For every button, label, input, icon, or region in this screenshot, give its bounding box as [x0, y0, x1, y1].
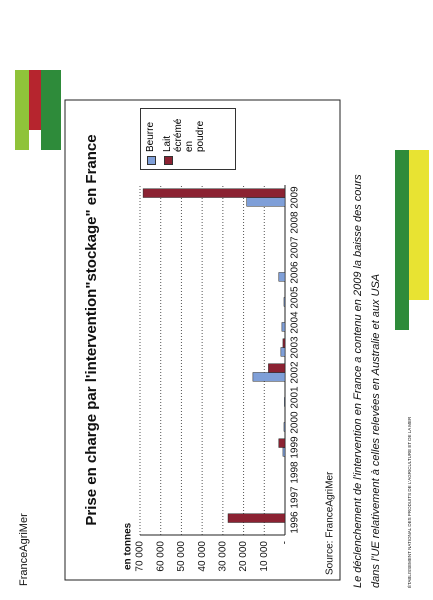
org-text: ÉTABLISSEMENT NATIONAL DES PRODUITS DE L… — [406, 416, 412, 588]
y-tick-label: 40 000 — [197, 541, 208, 572]
x-tick-label: 2003 — [290, 336, 301, 359]
stripe — [29, 70, 41, 130]
x-tick-label: 1997 — [290, 486, 301, 509]
legend-label: Beurre — [145, 121, 156, 152]
bar — [284, 397, 286, 407]
footer-line: Le déclenchement de l'intervention en Fr… — [352, 174, 364, 588]
logo: FranceAgriMer — [18, 513, 30, 586]
x-tick-label: 2009 — [290, 186, 301, 209]
bar — [280, 347, 286, 357]
bar — [252, 372, 286, 382]
legend-label: Lait écrémé en poudre — [162, 118, 206, 152]
legend-swatch — [147, 156, 156, 165]
x-tick-label: 2006 — [290, 261, 301, 284]
x-tick-label: 1996 — [290, 511, 301, 534]
legend: Beurre Lait écrémé en poudre — [140, 108, 236, 170]
bar — [246, 197, 286, 207]
bar — [268, 363, 286, 373]
y-axis-label: en tonnes — [123, 522, 134, 570]
x-tick-label: 1998 — [290, 461, 301, 484]
x-tick-label: 2000 — [290, 411, 301, 434]
legend-swatch — [164, 156, 173, 165]
source: Source: FranceAgriMer — [325, 471, 336, 575]
chart-title: Prise en charge par l'intervention"stock… — [83, 134, 100, 525]
stripe — [15, 70, 29, 150]
y-tick-label: 10 000 — [259, 541, 270, 572]
bar — [282, 447, 286, 457]
y-tick-label: 30 000 — [217, 541, 228, 572]
stripe — [41, 70, 61, 150]
y-tick-label: 60 000 — [155, 541, 166, 572]
legend-item: Lait écrémé en poudre — [162, 113, 206, 165]
stripe — [409, 150, 429, 300]
bar — [283, 297, 286, 307]
stripe — [395, 150, 409, 330]
x-tick-label: 2002 — [290, 361, 301, 384]
bar — [281, 322, 286, 332]
x-tick-label: 2005 — [290, 286, 301, 309]
y-tick-label: 70 000 — [135, 541, 146, 572]
y-tick-label: - — [280, 541, 291, 544]
bar — [278, 438, 286, 448]
x-tick-label: 2007 — [290, 236, 301, 259]
x-tick-label: 1999 — [290, 436, 301, 459]
bar — [278, 272, 286, 282]
bar — [283, 422, 286, 432]
y-tick-label: 20 000 — [238, 541, 249, 572]
bar — [227, 513, 286, 523]
bar — [282, 338, 286, 348]
x-tick-label: 2001 — [290, 386, 301, 409]
bar — [142, 188, 286, 198]
x-tick-label: 2004 — [290, 311, 301, 334]
footer-line: dans l'UE relativement à celles relevées… — [370, 274, 382, 588]
x-tick-label: 2008 — [290, 211, 301, 234]
legend-item: Beurre — [145, 113, 156, 165]
y-tick-label: 50 000 — [176, 541, 187, 572]
